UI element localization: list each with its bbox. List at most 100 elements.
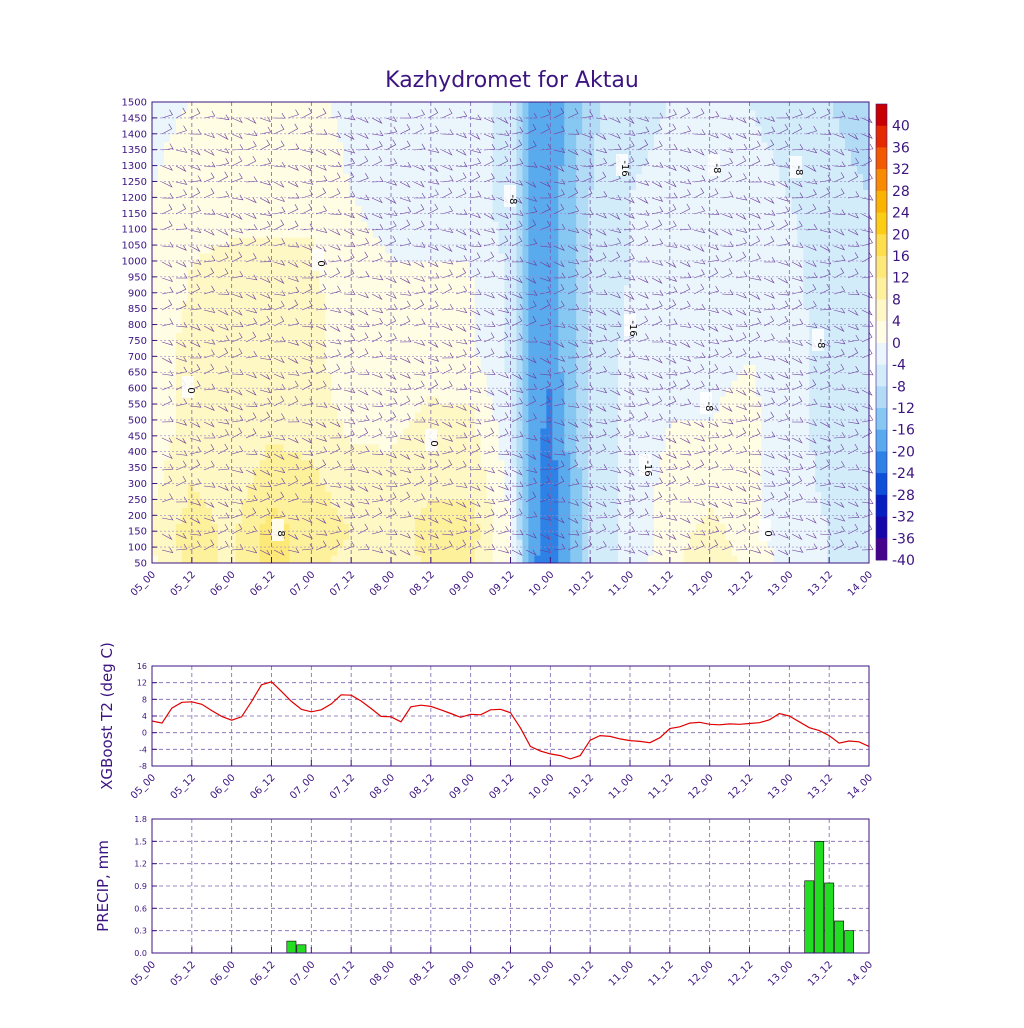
temperature-cell — [271, 451, 279, 461]
temperature-cell — [402, 133, 410, 143]
temperature-cell — [187, 443, 195, 453]
temperature-cell — [349, 396, 356, 405]
temperature-cell — [426, 237, 434, 246]
temperature-cell — [432, 364, 440, 373]
temperature-cell — [558, 475, 565, 485]
temperature-cell — [163, 531, 171, 540]
temperature-cell — [552, 459, 559, 469]
temperature-cell — [277, 475, 285, 485]
temperature-cell — [325, 157, 332, 167]
temperature-cell — [618, 396, 625, 405]
temperature-cell — [391, 237, 398, 246]
temperature-cell — [558, 237, 565, 246]
temperature-cell — [229, 292, 237, 302]
temperature-cell — [157, 364, 165, 373]
temperature-cell — [426, 324, 434, 334]
temperature-cell — [217, 515, 225, 524]
temperature-cell — [486, 229, 494, 238]
temperature-cell — [576, 141, 583, 151]
temperature-cell — [355, 292, 362, 302]
temperature-cell — [570, 237, 577, 246]
temperature-cell — [600, 197, 607, 206]
temperature-cell — [516, 260, 524, 270]
temperature-cell — [522, 125, 530, 135]
temperature-cell — [223, 109, 231, 119]
temperature-cell — [199, 515, 207, 524]
temperature-cell — [420, 125, 428, 135]
temperature-cell — [522, 483, 530, 493]
temperature-cell — [193, 539, 201, 548]
temperature-cell — [582, 229, 589, 238]
temperature-cell — [169, 419, 177, 429]
temperature-cell — [193, 475, 201, 485]
temperature-cell — [647, 205, 655, 214]
temperature-cell — [325, 515, 332, 524]
temperature-cell — [522, 499, 530, 508]
temperature-cell — [564, 356, 571, 365]
temperature-cell — [331, 260, 338, 270]
temperature-cell — [576, 483, 583, 493]
temperature-cell — [187, 435, 195, 445]
temperature-cell — [624, 332, 631, 342]
temperature-cell — [504, 268, 512, 278]
temperature-cell — [181, 181, 189, 191]
temperature-cell — [528, 117, 535, 127]
temperature-cell — [283, 300, 291, 310]
temperature-cell — [570, 316, 577, 326]
temperature-cell — [552, 380, 559, 389]
temperature-cell — [510, 547, 518, 556]
temperature-cell — [223, 157, 231, 167]
temperature-cell — [325, 308, 332, 318]
temperature-cell — [199, 483, 207, 493]
temperature-cell — [163, 459, 171, 469]
temperature-cell — [624, 388, 631, 397]
temperature-cell — [606, 165, 613, 175]
temperature-cell — [618, 364, 625, 373]
temperature-cell — [504, 435, 512, 445]
temperature-cell — [474, 435, 482, 445]
temperature-cell — [444, 268, 452, 278]
temperature-cell — [414, 109, 422, 119]
temperature-cell — [528, 531, 535, 540]
temperature-cell — [367, 197, 374, 206]
temperature-cell — [277, 380, 285, 389]
temperature-cell — [157, 221, 165, 230]
temperature-cell — [361, 515, 368, 524]
temperature-cell — [498, 348, 506, 357]
temperature-cell — [313, 380, 320, 389]
temperature-cell — [600, 276, 607, 286]
temperature-cell — [217, 276, 225, 286]
temperature-cell — [361, 276, 368, 286]
temperature-cell — [211, 396, 219, 405]
temperature-cell — [528, 308, 535, 318]
temperature-cell — [450, 419, 458, 429]
temperature-cell — [546, 149, 553, 159]
temperature-cell — [152, 443, 159, 453]
temperature-cell — [588, 133, 595, 143]
temperature-cell — [301, 419, 308, 429]
temperature-cell — [516, 181, 524, 191]
temperature-cell — [635, 157, 643, 167]
temperature-cell — [169, 237, 177, 246]
temperature-cell — [600, 435, 607, 445]
temperature-cell — [504, 316, 512, 326]
temperature-cell — [498, 141, 506, 151]
temperature-cell — [361, 443, 368, 453]
temperature-cell — [217, 324, 225, 334]
temperature-cell — [175, 499, 183, 508]
temperature-cell — [558, 197, 565, 206]
temperature-cell — [408, 165, 416, 175]
temperature-cell — [283, 499, 291, 508]
temperature-cell — [163, 372, 171, 381]
temperature-cell — [373, 475, 380, 485]
temperature-cell — [199, 475, 207, 485]
temperature-cell — [612, 173, 619, 183]
temperature-cell — [588, 221, 595, 230]
temperature-cell — [199, 205, 207, 214]
temperature-cell — [396, 364, 404, 373]
temperature-cell — [438, 181, 446, 191]
temperature-cell — [187, 483, 195, 493]
temperature-cell — [659, 419, 667, 429]
temperature-cell — [426, 260, 434, 270]
temperature-cell — [624, 149, 631, 159]
